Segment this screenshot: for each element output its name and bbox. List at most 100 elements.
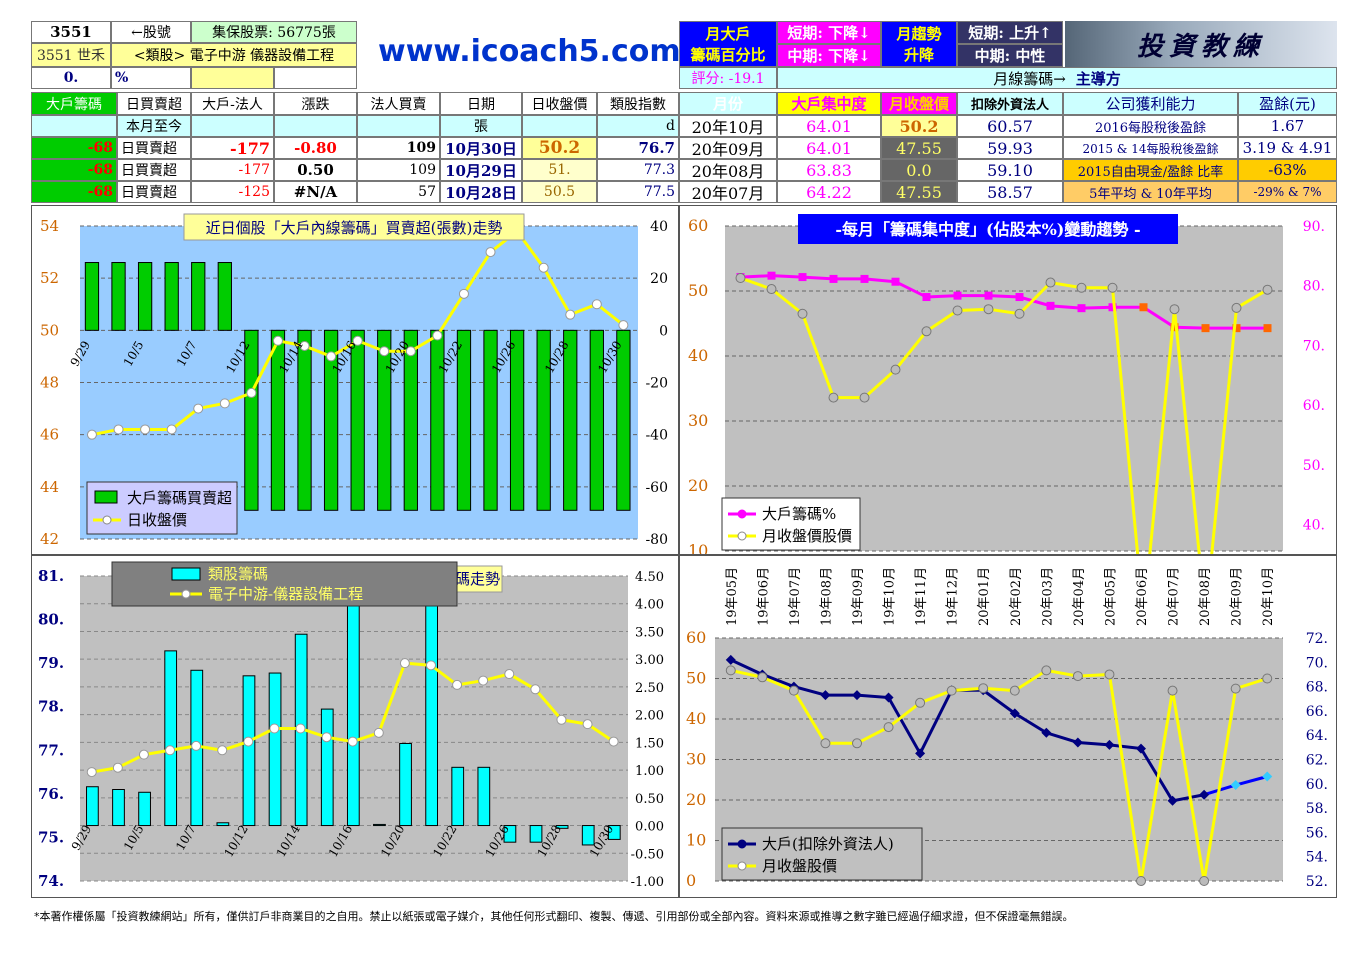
title-box [798,214,1178,244]
bar-sector-chip [268,672,282,827]
point-monthly-close-2 [788,685,799,696]
daily-header-4: 法人買賣 [357,92,440,115]
percent-cell: % [111,67,191,89]
point-monthly-close-2 [1104,669,1115,680]
y-right-tick: 70. [1306,655,1328,671]
point-concentration [891,277,900,286]
y-right-tick: 60. [1306,777,1328,793]
monthly-cell-2: 47.55 [881,181,957,203]
legend-label: 日收盤價 [127,511,187,529]
monthly-chip-row: 月線籌碼→ 主導方 [777,67,1337,89]
y-right-tick: 0 [659,323,668,339]
point-big-excl [915,748,926,759]
point-monthly-close-2 [1199,876,1210,886]
point-sector-index [86,767,97,778]
x-tick: 19年11月 [914,567,929,626]
y-left-tick: 42 [40,530,59,548]
monthly-cell-3: 59.93 [957,137,1063,159]
point-monthly-close [1014,308,1025,319]
site-url[interactable]: www.icoach5.com [378,34,681,69]
daily-big-cell: -68 [31,159,117,181]
point-close-price [113,424,124,435]
bar-big-trader [456,329,472,511]
daily-date-cell: 10月30日 [440,137,522,159]
x-tick: 20年07月 [1167,567,1182,626]
monthly-cell-3: 59.10 [957,159,1063,181]
y-left-tick: 77. [38,741,64,759]
bar-sector-chip [503,825,517,843]
bar-sector-chip [477,766,491,827]
daily-month-cell-4 [357,115,440,137]
y-left-tick: 52 [40,269,59,287]
point-monthly-close [828,392,839,403]
legend-label: 月收盤價股價 [762,527,852,545]
bar-sector-chip [242,675,256,827]
point-concentration [953,291,962,300]
daily-inst-cell: 109 [357,137,440,159]
y-left-tick: 50 [686,669,706,688]
y-left-tick: 75. [38,828,64,846]
y-right-tick: 2.50 [635,681,664,696]
daily-close-cell: 51. [522,159,597,181]
point-sector-index [582,719,593,730]
point-sector-index [452,679,463,690]
point-sector-index [373,727,384,738]
y-left-tick: 0 [686,871,696,890]
point-monthly-close [797,308,808,319]
y-right-tick: 4.00 [635,598,664,613]
x-tick: 19年12月 [946,567,961,626]
monthly-cell-2: 50.2 [881,115,957,137]
bar-sector-chip [346,597,360,827]
legend-label: 大戶籌碼買賣超 [127,489,232,507]
daily-month-cell-1: 本月至今 [117,115,191,137]
point-monthly-close-2 [978,683,989,694]
y-left-tick: 30 [686,750,706,769]
y-right-tick: 80. [1303,279,1325,295]
point-big-excl [1199,789,1210,800]
bar-sector-chip [581,825,595,846]
monthly-cell-1: 63.83 [777,159,881,181]
y-left-tick: 81. [38,567,64,585]
monthly-big-text: 月大戶 [705,25,751,43]
point-sector-index [295,723,306,734]
y-right-tick: 20 [650,271,668,287]
logo-text: 投資教練 [1136,31,1265,62]
point-sector-index [243,736,254,747]
point-sector-index [138,749,149,760]
legend-box [721,827,923,881]
y-right-tick: 54. [1306,850,1328,866]
point-sector-index [478,675,489,686]
legend-swatch [94,490,118,504]
point-monthly-close-2 [1136,876,1146,886]
title-box [183,213,525,241]
plot-area [725,226,1283,551]
y-right-tick: 0.00 [635,820,664,835]
point-sector-index [504,669,515,680]
y-right-tick: 58. [1306,801,1328,817]
y-left-tick: 76. [38,785,64,803]
zero-cell: 0. [31,67,111,89]
y-left-tick: 20 [688,476,708,495]
point-big-excl [1230,780,1241,791]
monthly-cell-0: 20年10月 [679,115,777,137]
mid-term-neutral: 中期: 中性 [957,44,1063,67]
monthly-cell-3: 58.57 [957,181,1063,203]
bar-sector-chip [529,825,543,843]
bar-big-trader [430,329,445,511]
point-close-price [565,309,576,320]
bar-big-trader [84,262,100,331]
point-concentration [1046,301,1055,310]
point-monthly-close [1045,277,1056,288]
point-concentration [1077,304,1086,313]
point-big-excl [1009,708,1020,719]
short-term-up: 短期: 上升↑ [957,21,1063,44]
bar-sector-chip [399,742,412,827]
profit-value-cell: -29% & 7% [1238,181,1337,203]
point-monthly-close-2 [757,672,768,683]
bar-big-trader [483,329,498,511]
daily-type-cell: 日買賣超 [117,181,191,203]
legend-label: 月收盤股價 [762,857,837,875]
legend-marker [737,839,747,849]
point-concentration [1170,323,1179,332]
point-monthly-close [735,273,746,283]
